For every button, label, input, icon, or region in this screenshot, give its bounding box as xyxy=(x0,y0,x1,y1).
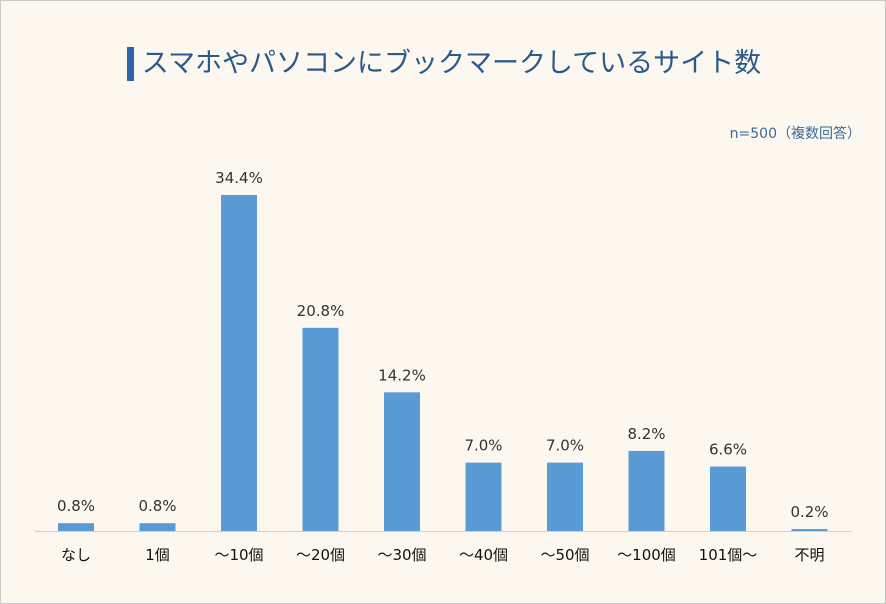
bar xyxy=(302,327,339,531)
bar xyxy=(58,523,94,531)
value-label: 34.4% xyxy=(215,169,263,187)
bar xyxy=(547,462,583,531)
chart-title: スマホやパソコンにブックマークしているサイト数 xyxy=(126,47,761,81)
value-label: 7.0% xyxy=(546,437,584,455)
bar xyxy=(710,466,746,531)
value-label: 8.2% xyxy=(627,425,665,443)
category-label: ～100個 xyxy=(617,546,676,564)
bar xyxy=(384,392,420,531)
bar xyxy=(628,450,665,531)
bar xyxy=(791,529,828,531)
value-label: 0.2% xyxy=(790,503,828,521)
value-label: 14.2% xyxy=(378,366,426,384)
category-label: ～20個 xyxy=(296,546,345,564)
value-label: 7.0% xyxy=(464,437,502,455)
category-label: 不明 xyxy=(794,546,824,564)
value-label: 6.6% xyxy=(709,441,747,459)
sample-size-note: n=500（複数回答） xyxy=(729,126,861,142)
value-label: 0.8% xyxy=(138,497,176,515)
bar xyxy=(139,523,176,531)
category-label: ～50個 xyxy=(540,546,589,564)
category-label: ～40個 xyxy=(459,546,508,564)
category-label: 101個～ xyxy=(699,546,758,564)
category-label: ～10個 xyxy=(214,546,263,564)
bar xyxy=(221,195,257,531)
category-label: なし xyxy=(61,546,91,564)
category-label: ～30個 xyxy=(377,546,426,564)
category-label: 1個 xyxy=(145,546,170,564)
value-label: 20.8% xyxy=(297,302,345,320)
bar xyxy=(465,462,502,531)
value-label: 0.8% xyxy=(57,497,95,515)
